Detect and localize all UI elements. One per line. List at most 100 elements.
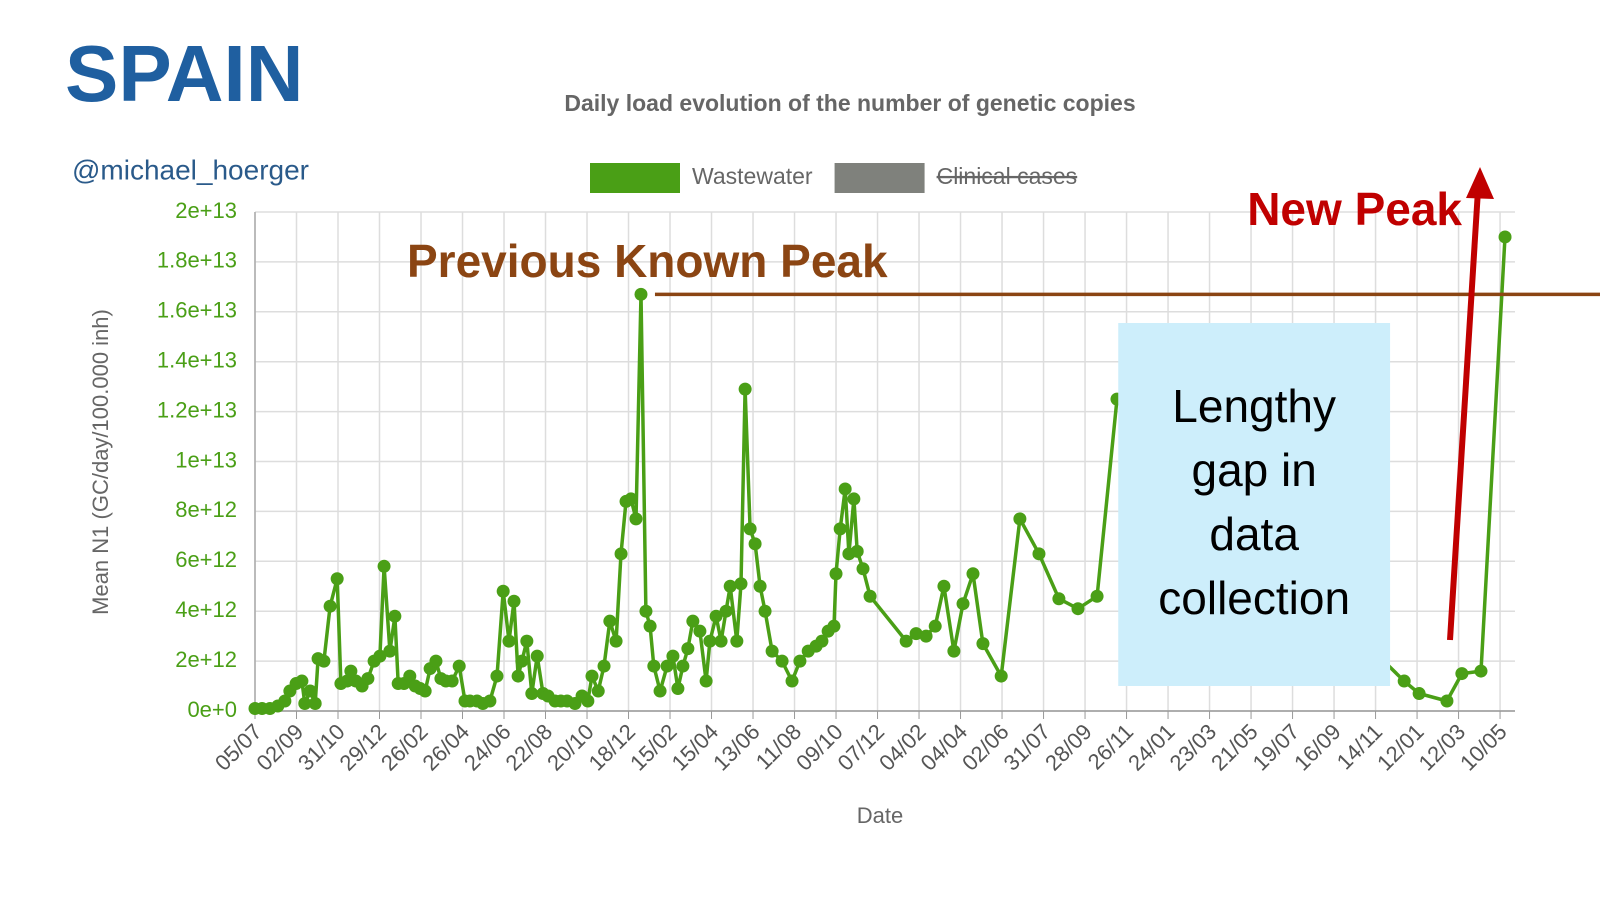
gap-label: collection	[1158, 572, 1350, 624]
data-point	[418, 684, 432, 698]
data-point	[775, 654, 789, 668]
data-point	[994, 669, 1008, 683]
data-point	[496, 584, 510, 598]
data-point	[850, 544, 864, 558]
gap-label: gap in	[1191, 444, 1316, 496]
data-point	[377, 559, 391, 573]
x-tick-label: 15/04	[667, 719, 724, 776]
data-point	[614, 547, 628, 561]
data-point	[829, 567, 843, 581]
data-point	[686, 614, 700, 628]
data-point	[1455, 667, 1469, 681]
data-point	[758, 604, 772, 618]
data-point	[693, 624, 707, 638]
y-tick-label: 1.2e+13	[157, 397, 237, 422]
data-point	[1071, 602, 1085, 616]
data-point	[383, 644, 397, 658]
y-tick-label: 1.4e+13	[157, 348, 237, 373]
y-axis-label: Mean N1 (GC/day/100.000 inh)	[88, 309, 113, 615]
x-tick-label: 18/12	[584, 719, 641, 776]
x-tick-label: 31/10	[293, 719, 350, 776]
data-point	[863, 589, 877, 603]
data-point	[388, 609, 402, 623]
data-point	[581, 694, 595, 708]
data-point	[793, 654, 807, 668]
data-point	[709, 609, 723, 623]
data-point	[928, 619, 942, 633]
data-point	[647, 659, 661, 673]
data-point	[624, 492, 638, 506]
data-point	[947, 644, 961, 658]
x-tick-label: 07/12	[833, 719, 890, 776]
data-point	[515, 654, 529, 668]
data-point	[609, 634, 623, 648]
chart-title: Daily load evolution of the number of ge…	[564, 90, 1135, 116]
new-peak-label: New Peak	[1247, 183, 1462, 235]
data-point	[629, 512, 643, 526]
x-tick-label: 26/04	[418, 719, 475, 776]
data-point	[597, 659, 611, 673]
x-tick-label: 09/10	[791, 719, 848, 776]
x-tick-label: 15/02	[625, 719, 682, 776]
x-tick-label: 05/07	[210, 719, 267, 776]
x-tick-label: 23/03	[1165, 719, 1222, 776]
y-tick-label: 1.8e+13	[157, 248, 237, 273]
data-point	[703, 634, 717, 648]
x-tick-label: 13/06	[708, 719, 765, 776]
data-point	[634, 287, 648, 301]
data-point	[502, 634, 516, 648]
legend-label: Clinical cases	[937, 163, 1078, 189]
data-point	[490, 669, 504, 683]
data-point	[639, 604, 653, 618]
data-point	[591, 684, 605, 698]
x-tick-label: 12/01	[1372, 719, 1429, 776]
data-point	[303, 684, 317, 698]
data-point	[956, 597, 970, 611]
data-point	[429, 654, 443, 668]
x-tick-label: 19/07	[1248, 719, 1305, 776]
data-point	[1440, 694, 1454, 708]
data-point	[330, 572, 344, 586]
x-tick-label: 24/06	[459, 719, 516, 776]
x-tick-label: 21/05	[1206, 719, 1263, 776]
data-point	[511, 669, 525, 683]
x-tick-label: 02/09	[252, 719, 309, 776]
y-tick-label: 8e+12	[175, 497, 237, 522]
data-point	[317, 654, 331, 668]
data-point	[323, 599, 337, 613]
x-tick-label: 14/11	[1332, 719, 1387, 774]
gap-label: Lengthy	[1172, 380, 1336, 432]
data-point	[909, 627, 923, 641]
data-point	[815, 634, 829, 648]
data-point	[520, 634, 534, 648]
x-tick-label: 26/02	[376, 719, 433, 776]
data-point	[1412, 687, 1426, 701]
data-point	[765, 644, 779, 658]
data-point	[344, 664, 358, 678]
x-tick-label: 04/04	[916, 719, 973, 776]
data-point	[937, 579, 951, 593]
data-point	[1498, 230, 1512, 244]
y-tick-label: 1e+13	[175, 447, 237, 472]
data-point	[847, 492, 861, 506]
y-tick-label: 2e+12	[175, 647, 237, 672]
x-tick-label: 12/03	[1414, 719, 1471, 776]
data-point	[856, 562, 870, 576]
data-point	[507, 594, 521, 608]
data-point	[361, 672, 375, 686]
legend-swatch	[834, 163, 925, 193]
data-point	[719, 604, 733, 618]
data-point	[643, 619, 657, 633]
x-tick-label: 24/01	[1123, 719, 1180, 776]
y-tick-label: 4e+12	[175, 597, 237, 622]
data-point	[666, 649, 680, 663]
data-point	[1474, 664, 1488, 678]
data-point	[1052, 592, 1066, 606]
data-point	[976, 637, 990, 651]
gap-label: data	[1209, 508, 1299, 560]
data-point	[966, 567, 980, 581]
x-tick-label: 04/02	[874, 719, 931, 776]
x-tick-label: 28/09	[1040, 719, 1097, 776]
gap-box	[1118, 323, 1391, 686]
